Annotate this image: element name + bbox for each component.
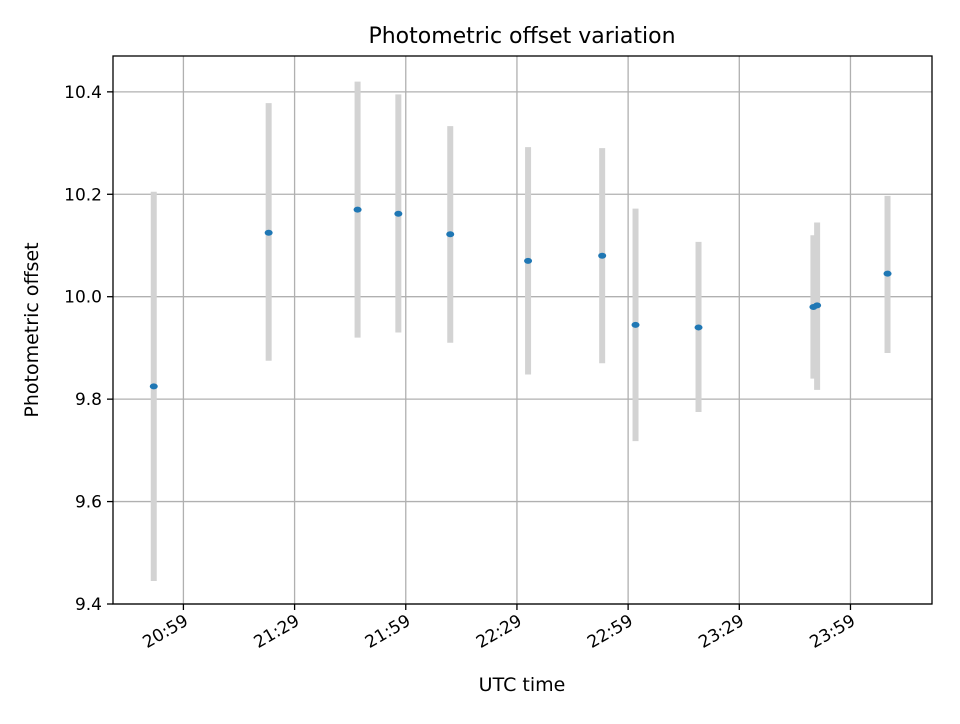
- data-point: [394, 210, 403, 217]
- y-tick-label: 9.4: [75, 595, 102, 615]
- y-tick-label: 10.4: [64, 83, 102, 103]
- x-axis-ticks: 20:59 21:29 21:59 22:29 22:59 23:29 23:59: [139, 604, 859, 653]
- plot-frame: [112, 55, 933, 605]
- y-tick-label: 10.2: [64, 185, 102, 205]
- x-axis-label: UTC time: [479, 674, 566, 696]
- data-point: [149, 383, 158, 390]
- x-tick-label: 22:29: [473, 611, 525, 653]
- data-point: [598, 252, 607, 259]
- y-axis-label: Photometric offset: [21, 242, 43, 417]
- x-tick-label: 20:59: [139, 611, 191, 653]
- chart-title: Photometric offset variation: [368, 24, 675, 49]
- data-points: [149, 206, 892, 390]
- data-point: [631, 321, 640, 328]
- y-tick-label: 10.0: [64, 288, 102, 308]
- x-tick-label: 22:59: [584, 611, 636, 653]
- grid-lines: [113, 56, 932, 605]
- x-tick-label: 23:29: [695, 611, 747, 653]
- error-bars: [150, 81, 891, 581]
- y-tick-label: 9.6: [75, 493, 102, 513]
- data-point: [353, 206, 362, 213]
- data-point: [694, 324, 703, 331]
- data-point: [264, 229, 273, 236]
- x-tick-label: 21:59: [362, 611, 414, 653]
- x-tick-label: 23:59: [807, 611, 859, 653]
- data-point: [524, 257, 533, 264]
- y-axis-ticks: 9.4 9.6 9.8 10.0 10.2 10.4: [64, 83, 113, 615]
- data-point: [446, 231, 455, 238]
- y-tick-label: 9.8: [75, 390, 102, 410]
- data-point: [883, 270, 892, 277]
- x-tick-label: 21:29: [251, 611, 303, 653]
- data-point: [813, 302, 822, 309]
